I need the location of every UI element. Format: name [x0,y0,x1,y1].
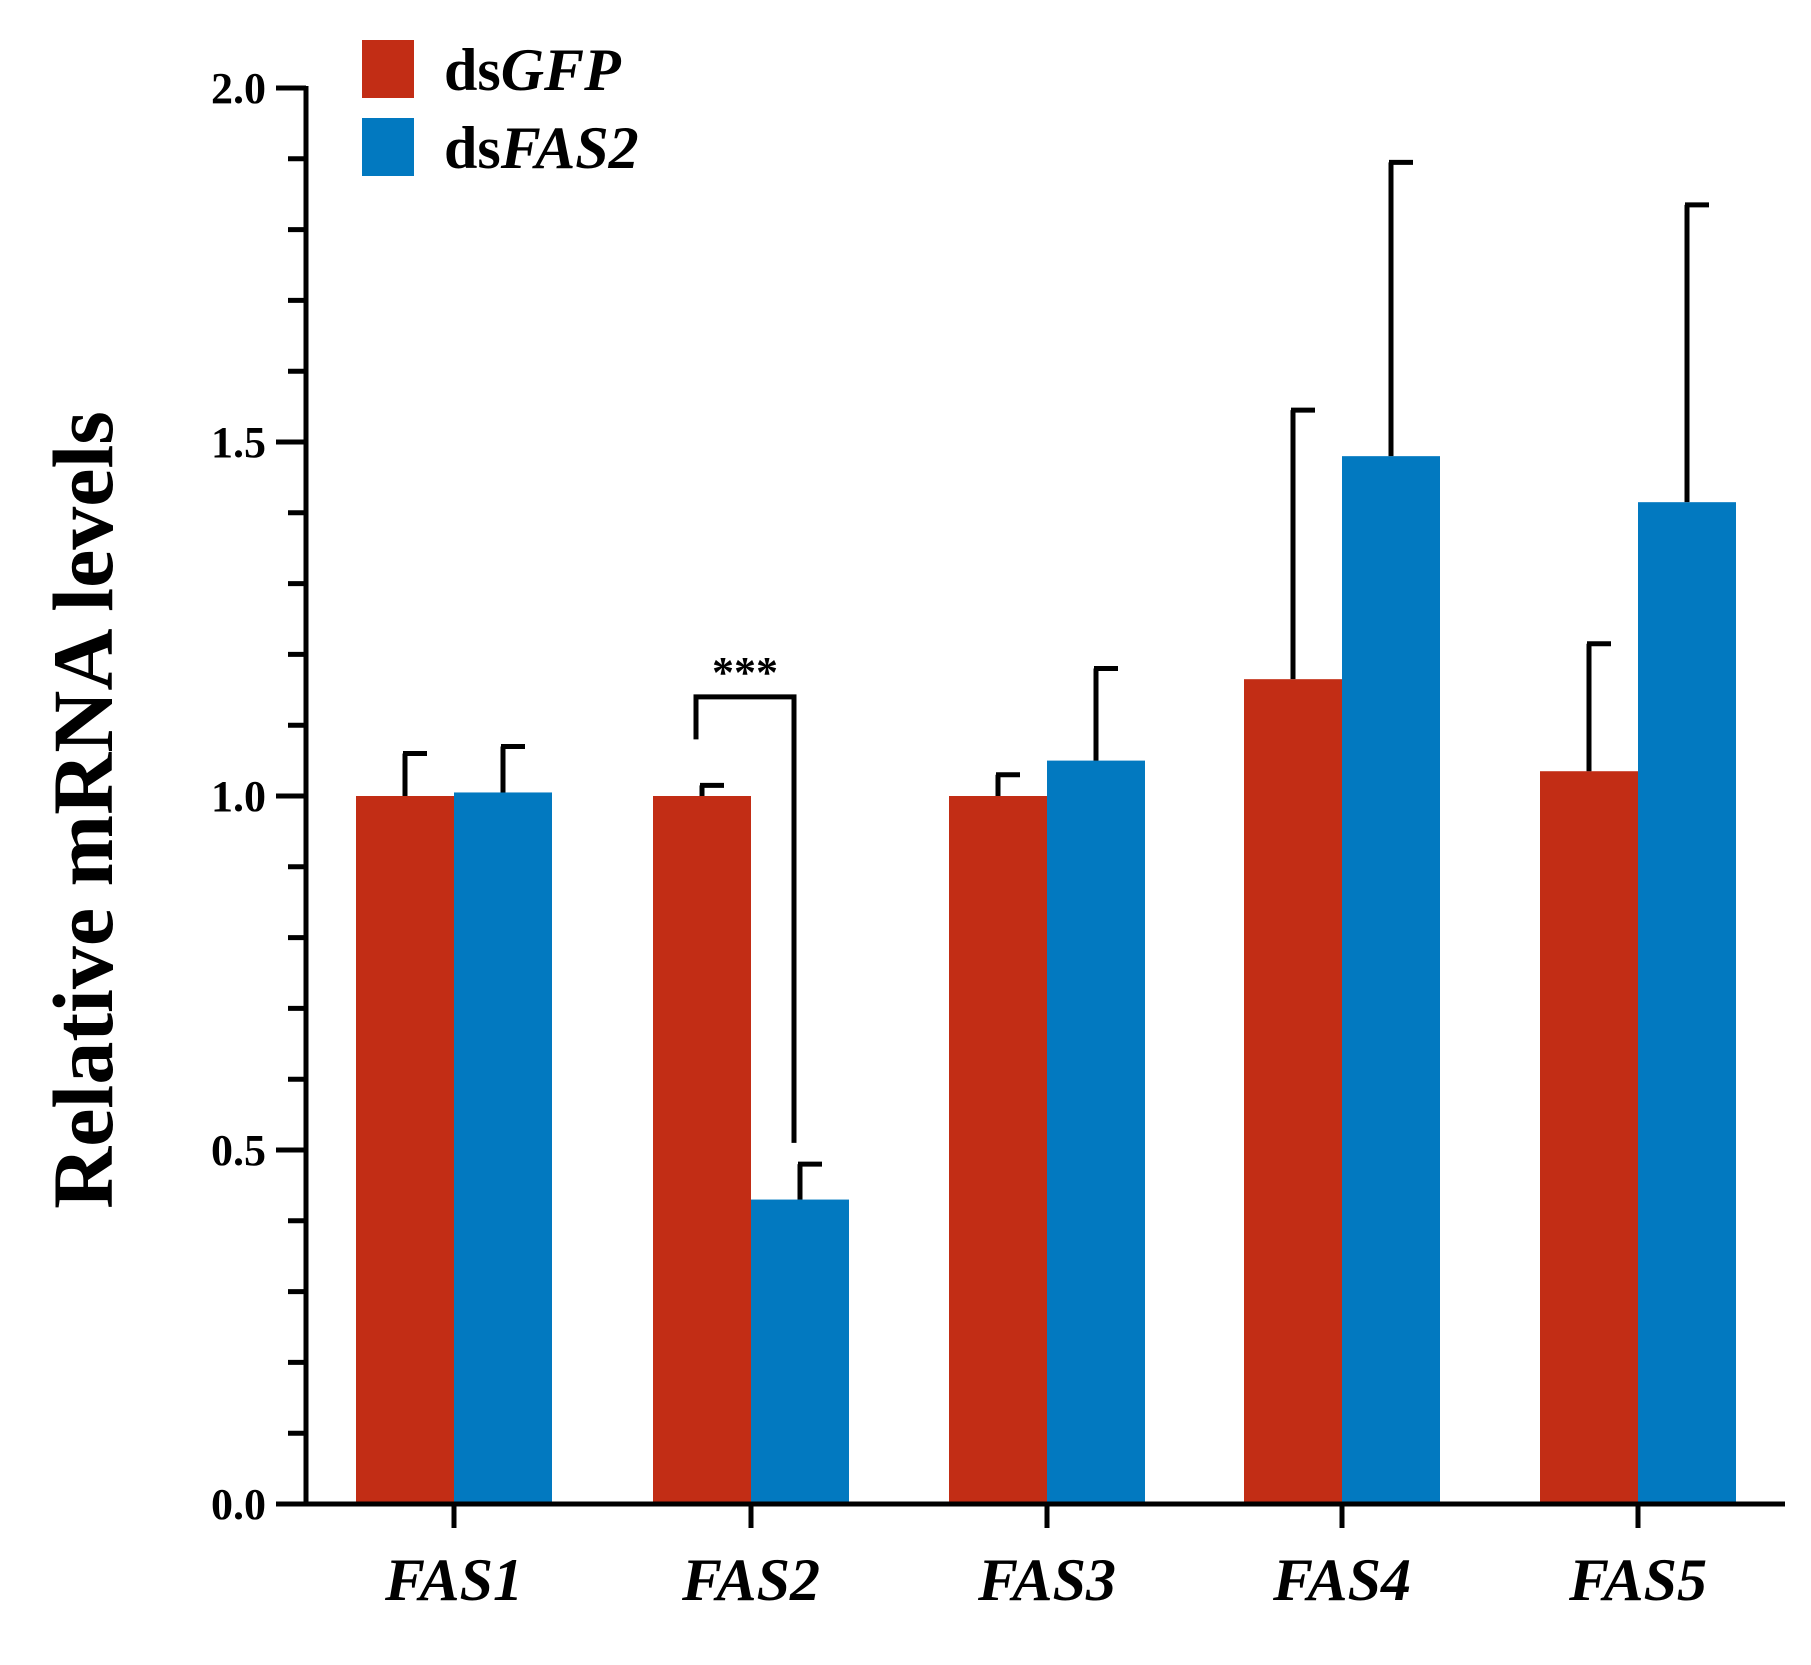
significance-bracket [693,694,797,1143]
legend-swatch-dsFAS2 [362,118,414,176]
bars-layer [356,456,1736,1504]
x-tick-label-FAS1: FAS1 [384,1547,523,1613]
bar-dsGFP-FAS2 [653,796,751,1504]
bar-dsGFP-FAS5 [1540,771,1638,1504]
annotation-layer: *** [693,648,797,1143]
bar-dsGFP-FAS4 [1244,679,1342,1504]
bar-dsFAS2-FAS3 [1047,760,1145,1504]
legend-swatch-dsGFP [362,40,414,98]
legend-label-dsGFP: dsGFP [444,37,622,103]
y-axis-label: Relative mRNA levels [35,411,131,1209]
y-tick-label: 0.0 [211,1480,266,1529]
bar-dsFAS2-FAS4 [1342,456,1440,1504]
y-tick-label: 0.5 [211,1126,266,1175]
bar-dsFAS2-FAS5 [1638,502,1736,1504]
legend: dsGFP dsFAS2 [362,37,639,181]
bar-dsFAS2-FAS2 [751,1199,849,1504]
error-bars-layer [402,159,1709,1200]
legend-label-dsFAS2: dsFAS2 [444,115,639,181]
axes-layer: 0.0 0.5 1.0 1.5 2.0 FAS1 FAS2 FAS3 FAS4 FAS5 [211,64,1785,1613]
x-tick-label-FAS5: FAS5 [1568,1547,1707,1613]
y-tick-label: 1.0 [211,772,266,821]
x-tick-label-FAS3: FAS3 [977,1547,1116,1613]
x-tick-label-FAS2: FAS2 [681,1547,820,1613]
bar-dsFAS2-FAS1 [454,792,552,1504]
bar-dsGFP-FAS1 [356,796,454,1504]
y-tick-label: 1.5 [211,418,266,467]
bar-dsGFP-FAS3 [949,796,1047,1504]
x-tick-label-FAS4: FAS4 [1272,1547,1411,1613]
y-tick-label: 2.0 [211,64,266,113]
significance-label: *** [712,648,778,697]
